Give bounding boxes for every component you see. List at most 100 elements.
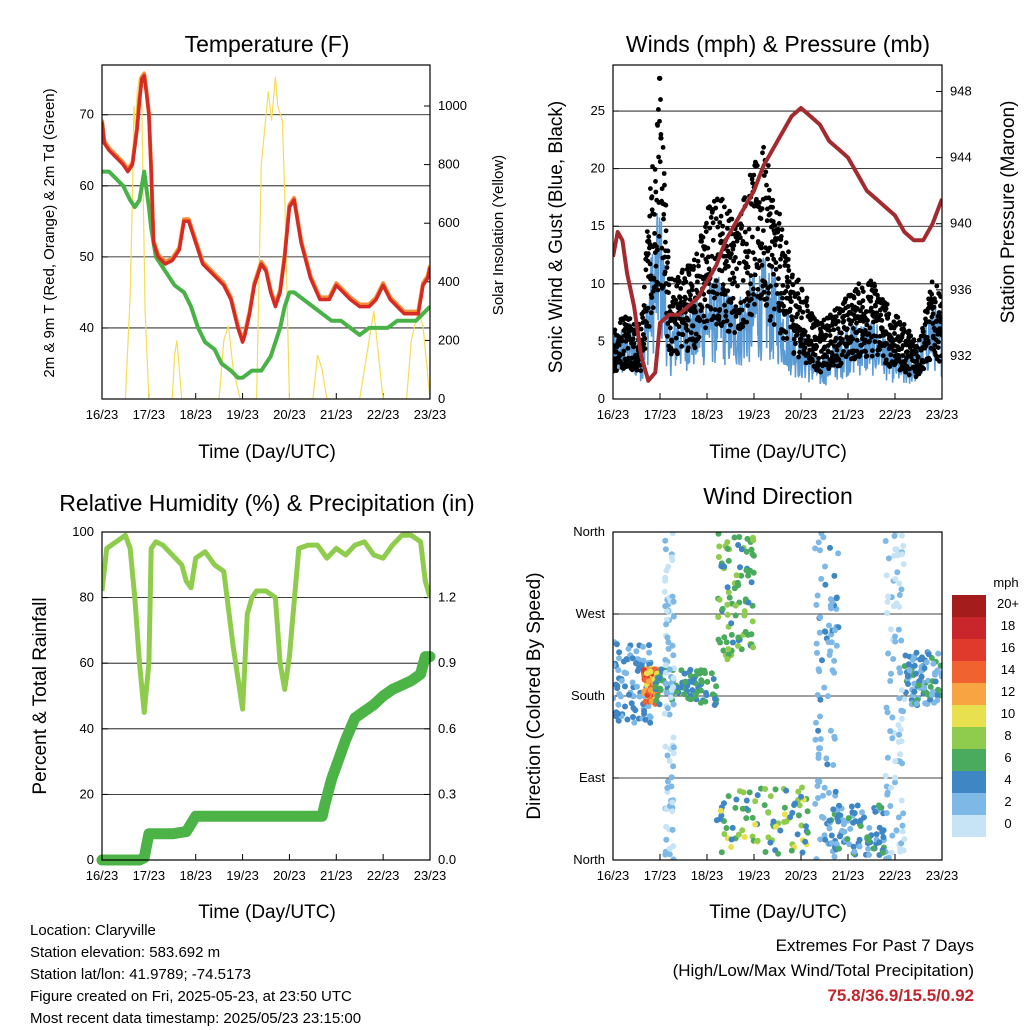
gust-point: [939, 332, 942, 338]
gust-point: [758, 245, 764, 251]
direction-point: [891, 533, 898, 539]
direction-point: [813, 601, 820, 608]
gust-point: [656, 233, 662, 239]
wind-direction-title: Wind Direction: [703, 483, 853, 509]
gust-point: [872, 283, 877, 289]
gust-point: [900, 343, 906, 348]
gust-point: [764, 218, 770, 224]
gust-point: [745, 264, 751, 270]
gust-point: [733, 304, 739, 309]
gust-point: [757, 200, 762, 205]
y2-tick-label: 948: [950, 83, 972, 98]
gust-point: [851, 326, 856, 331]
gust-point: [693, 331, 699, 337]
direction-point: [713, 683, 720, 690]
direction-point: [692, 692, 699, 699]
gust-point: [704, 318, 710, 324]
gust-point: [683, 322, 689, 328]
direction-point: [670, 734, 677, 741]
gust-point: [720, 282, 726, 288]
x-tick-label: 21/23: [832, 407, 865, 422]
direction-point: [911, 662, 918, 669]
gust-point: [776, 221, 782, 226]
direction-point: [629, 679, 636, 686]
gust-point: [934, 283, 940, 289]
gust-point: [723, 309, 729, 314]
gust-point: [619, 338, 625, 344]
direction-point: [898, 637, 905, 644]
x-tick-label: 16/23: [86, 407, 119, 422]
direction-point: [638, 662, 645, 669]
gust-point: [742, 195, 748, 201]
gust-point: [649, 295, 655, 300]
gust-point: [740, 239, 746, 244]
colorbar-label: 2: [1004, 794, 1011, 809]
gust-point: [766, 187, 772, 193]
gust-point: [833, 314, 839, 319]
direction-point: [891, 552, 898, 559]
gust-point: [746, 292, 751, 297]
direction-point: [622, 683, 628, 690]
colorbar-swatch: [952, 793, 986, 815]
gust-point: [843, 296, 849, 302]
gust-point: [727, 208, 732, 214]
direction-point: [816, 629, 823, 636]
direction-point: [804, 829, 811, 836]
direction-point: [613, 713, 619, 720]
gust-point: [893, 348, 898, 354]
colorbar-swatch: [952, 661, 986, 683]
colorbar-label: 12: [1001, 684, 1015, 699]
gust-point: [652, 167, 658, 172]
gust-point: [662, 182, 667, 188]
gust-point: [877, 340, 882, 345]
gust-point: [827, 333, 833, 338]
gust-point: [810, 358, 815, 364]
direction-point: [613, 695, 617, 702]
gust-point: [765, 256, 770, 262]
gust-point: [868, 298, 873, 304]
direction-point: [917, 656, 924, 663]
gust-point: [763, 245, 768, 251]
direction-point: [898, 551, 905, 558]
gust-point: [732, 330, 738, 335]
direction-point: [634, 683, 640, 690]
x-tick-label: 22/23: [367, 868, 400, 883]
solar-series-line: [124, 76, 430, 399]
direction-point: [681, 670, 688, 677]
gust-point: [732, 279, 737, 285]
direction-point: [715, 532, 722, 537]
recent-timestamp: Most recent data timestamp: 2025/05/23 2…: [30, 1010, 362, 1027]
direction-point: [750, 537, 757, 544]
gust-point: [655, 247, 660, 253]
gust-point: [767, 317, 773, 323]
gust-point: [722, 302, 727, 308]
gust-point: [617, 320, 623, 326]
direction-point: [646, 642, 652, 649]
direction-point: [898, 715, 905, 722]
gust-point: [658, 135, 664, 141]
gust-point: [812, 352, 818, 358]
gust-point: [761, 289, 767, 295]
direction-point: [702, 689, 709, 696]
gust-point: [724, 258, 729, 264]
direction-point: [822, 581, 829, 588]
direction-point: [765, 834, 772, 841]
gust-point: [937, 326, 942, 331]
direction-point: [831, 733, 838, 740]
gust-point: [716, 314, 722, 319]
gust-point: [739, 307, 745, 313]
gust-point: [659, 245, 665, 251]
gust-point: [761, 144, 766, 150]
direction-point: [794, 831, 801, 838]
direction-point: [832, 627, 838, 634]
direction-point: [743, 797, 750, 804]
gust-point: [808, 317, 813, 323]
direction-point: [866, 851, 872, 858]
gust-point: [688, 292, 693, 298]
gust-point: [787, 295, 793, 301]
x-tick-label: 23/23: [414, 868, 447, 883]
direction-point: [733, 572, 740, 579]
direction-point: [628, 700, 635, 707]
gust-point: [789, 299, 794, 304]
